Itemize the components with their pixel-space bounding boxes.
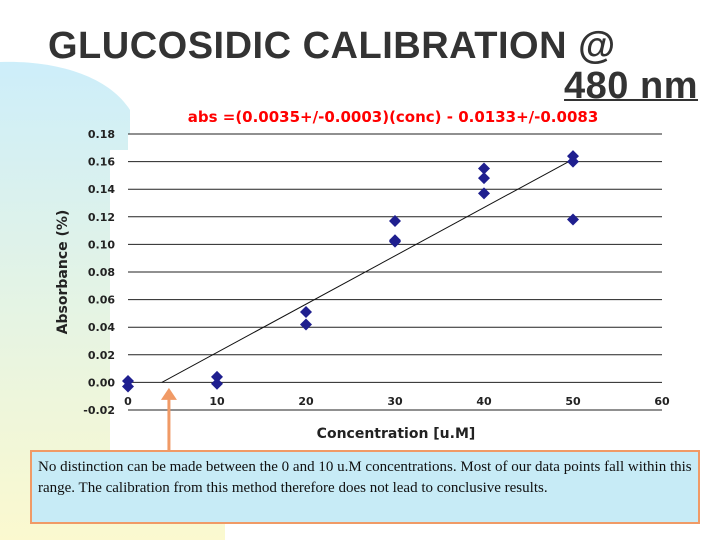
- x-axis-label: Concentration [u.M]: [317, 426, 476, 442]
- data-point-marker: [478, 172, 490, 185]
- y-tick-label: 0.00: [88, 376, 115, 389]
- y-tick-labels: 0.18 0.16 0.14 0.12 0.10 0.08 0.06 0.04 0.02 0.00…: [83, 128, 115, 417]
- data-point-marker: [122, 380, 134, 393]
- y-tick-label: 0.16: [88, 156, 115, 169]
- y-tick-label: 0.10: [88, 238, 115, 251]
- y-tick-label: 0.04: [88, 321, 115, 334]
- annotation-arrow-head: [160, 387, 177, 400]
- y-tick-label: 0.14: [88, 183, 115, 196]
- data-point-marker: [300, 306, 312, 319]
- y-tick-label: 0.18: [88, 128, 115, 141]
- data-point-marker: [567, 155, 579, 168]
- data-points: [122, 150, 579, 393]
- slide-title: GLUCOSIDIC CALIBRATION @ 480 nm: [48, 26, 698, 106]
- data-point-marker: [389, 214, 401, 227]
- data-point-marker: [389, 235, 401, 248]
- y-tick-label: -0.02: [83, 404, 115, 417]
- y-axis-label: Absorbance (%): [55, 210, 71, 335]
- x-tick-label: 60: [654, 395, 670, 408]
- y-tick-label: 0.12: [88, 211, 115, 224]
- x-tick-labels: 0 10 20 30 40 50 60: [124, 395, 670, 408]
- data-point-marker: [211, 370, 223, 383]
- x-tick-label: 30: [387, 395, 403, 408]
- y-tick-label: 0.08: [88, 266, 115, 279]
- explanation-callout: No distinction can be made between the 0…: [30, 450, 700, 524]
- y-tick-label: 0.02: [88, 349, 115, 362]
- data-point-marker: [211, 377, 223, 390]
- x-tick-label: 20: [298, 395, 314, 408]
- x-tick-label: 10: [209, 395, 225, 408]
- data-point-marker: [478, 162, 490, 175]
- fit-equation: abs =(0.0035+/-0.0003)(conc) - 0.0133+/-…: [188, 108, 599, 126]
- data-point-marker: [300, 318, 312, 331]
- fit-line: [161, 158, 574, 383]
- slide-title-line1: GLUCOSIDIC CALIBRATION @: [48, 25, 616, 67]
- x-tick-label: 40: [476, 395, 492, 408]
- slide-title-line2: 480 nm: [564, 65, 698, 107]
- x-tick-label: 50: [565, 395, 581, 408]
- data-point-marker: [478, 187, 490, 200]
- y-tick-label: 0.06: [88, 294, 115, 307]
- background-wave-shape: [0, 61, 225, 540]
- data-point-marker: [567, 213, 579, 226]
- callout-text: No distinction can be made between the 0…: [38, 459, 692, 496]
- x-tick-label: 0: [124, 395, 132, 408]
